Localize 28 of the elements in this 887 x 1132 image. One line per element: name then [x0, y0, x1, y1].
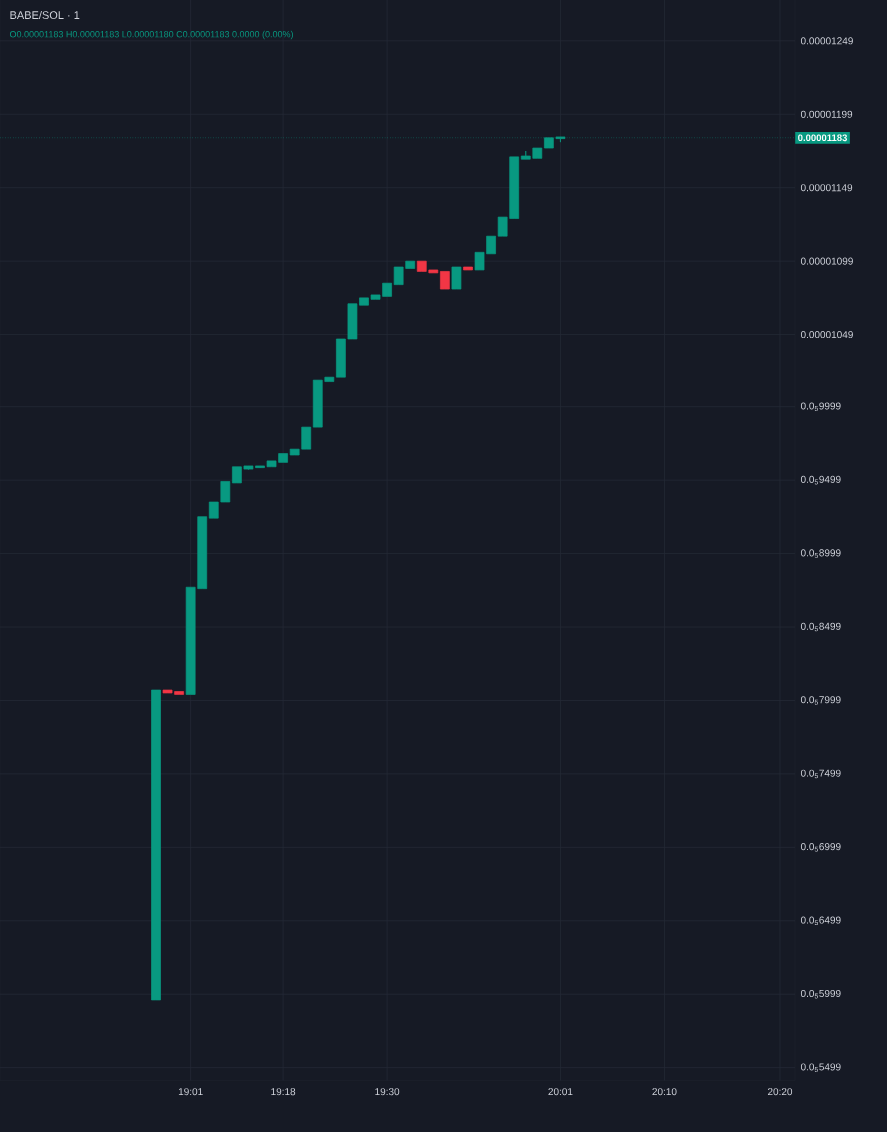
- annotation: O0.00001183 H0.00001183 L0.00001180 C0.00001183 0.0000 (0.00%): [9, 30, 293, 40]
- y-tick-label: 0.0$_{5}$8999: [800, 549, 841, 558]
- y-tick-label: 0.00001199: [800, 110, 853, 118]
- y-tick-label: 0.0$_{5}$7999: [800, 696, 841, 705]
- candlestick: [440, 271, 450, 290]
- candlestick: [451, 266, 462, 290]
- y-tick-label: 0.00001149: [800, 184, 853, 192]
- y-tick-label: 0.0$_{5}$8499: [800, 622, 841, 632]
- y-tick-label: 0.0$_{5}$6999: [800, 843, 841, 852]
- y-tick-label: 0.0$_{5}$7499: [800, 769, 841, 779]
- candlestick: [151, 689, 161, 1001]
- x-tick-label: 19:18: [271, 1088, 296, 1096]
- y-tick-label: 0.00001249: [800, 37, 853, 45]
- x-tick-label: 20:20: [767, 1088, 793, 1096]
- ref-line-label: 0.00001183: [798, 134, 848, 142]
- text: BABE/SOL · 1: [10, 10, 80, 20]
- x-tick-label: 19:30: [375, 1088, 400, 1096]
- y-tick-label: 0.00001099: [800, 257, 853, 265]
- y-tick-label: 0.0$_{5}$5499: [800, 1063, 841, 1072]
- candlestick: [463, 266, 473, 271]
- x-tick-label: 19:01: [178, 1088, 203, 1096]
- y-tick-label: 0.0$_{5}$6499: [800, 916, 841, 926]
- x-tick-label: 20:10: [652, 1088, 677, 1096]
- y-tick-label: 0.0$_{5}$9999: [800, 402, 841, 411]
- y-tick-label: 0.00001049: [800, 331, 853, 339]
- x-tick-label: 20:01: [548, 1088, 573, 1096]
- y-tick-label: 0.0$_{5}$5999: [800, 989, 841, 999]
- y-tick-label: 0.0$_{5}$9499: [800, 475, 841, 485]
